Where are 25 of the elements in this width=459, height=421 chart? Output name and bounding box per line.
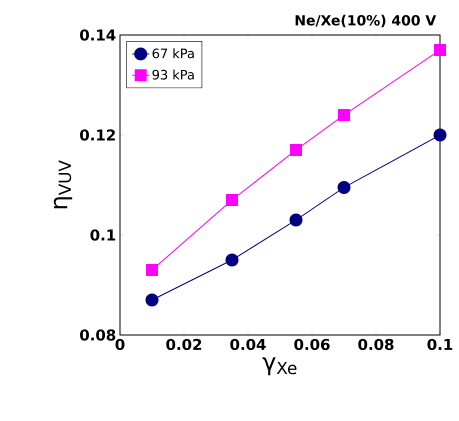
- y-tick-label: 0.12: [80, 129, 115, 141]
- point: [290, 144, 302, 156]
- point: [146, 294, 158, 306]
- y-tick-label: 0.1: [90, 229, 116, 241]
- point: [434, 44, 446, 56]
- point: [290, 214, 302, 226]
- point: [226, 254, 238, 266]
- point: [434, 128, 446, 142]
- x-tick-label: 0.08: [358, 338, 394, 350]
- chart-title: Ne/Xe(10%) 400 V: [296, 14, 436, 28]
- legend-label: 67 kPa: [152, 48, 194, 58]
- point: [146, 264, 158, 276]
- y-axis-title: η$_{VUV}$: [54, 160, 72, 208]
- x-tick-label: 0.04: [230, 338, 266, 350]
- x-tick-label: 0.1: [427, 338, 452, 350]
- y-tick-label: 0.08: [80, 329, 116, 341]
- point: [338, 181, 350, 194]
- x-tick-label: 0: [116, 338, 124, 350]
- x-tick-label: 0.02: [166, 338, 202, 350]
- y-tick-label: 0.14: [80, 29, 116, 41]
- x-tick-label: 0.06: [294, 338, 330, 350]
- point: [338, 109, 350, 121]
- x-axis-title: γ$_{Xe}$: [262, 357, 296, 376]
- legend-label: 93 kPa: [152, 70, 194, 80]
- point: [226, 194, 238, 206]
